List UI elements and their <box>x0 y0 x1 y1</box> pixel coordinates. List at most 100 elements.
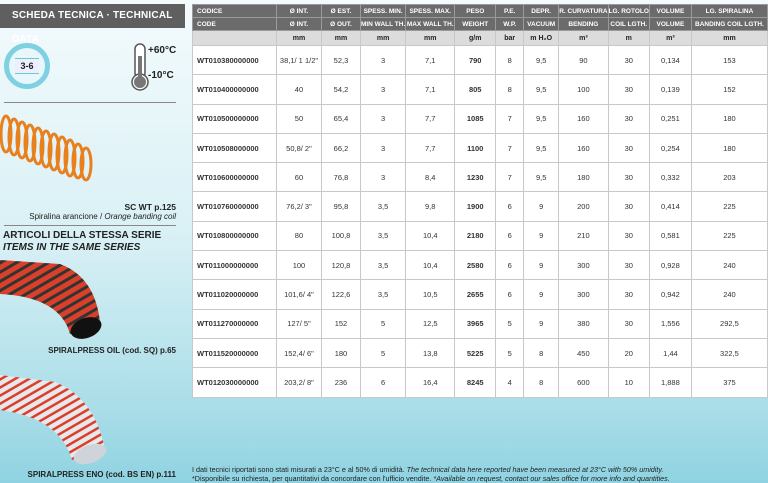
table-cell: 225 <box>690 220 768 252</box>
table-cell: 13,8 <box>405 337 456 369</box>
table-cell: 3,5 <box>359 279 407 310</box>
table-cell: 300 <box>558 279 609 310</box>
table-cell: 1,556 <box>648 308 692 339</box>
table-cell: 0,251 <box>648 103 692 134</box>
header-row: CODE Ø INT. Ø OUT. MIN WALL TH. MAX WALL TH.… <box>192 17 768 31</box>
table-cell: 8 <box>495 74 525 105</box>
table-cell: 8245 <box>454 367 497 398</box>
table-cell: 7,7 <box>405 103 456 134</box>
table-cell: 30 <box>607 162 650 193</box>
table-cell: 5 <box>495 337 525 369</box>
table-cell: 100 <box>558 74 609 105</box>
table-cell: 65,4 <box>320 103 361 134</box>
table-cell: 1900 <box>454 191 497 222</box>
table-cell: 203,2/ 8" <box>275 367 322 398</box>
table-cell: 9,5 <box>523 44 560 76</box>
product-code: WT010500000000 <box>192 103 277 134</box>
table-cell: 0,414 <box>648 191 692 222</box>
divider <box>4 102 176 103</box>
table-cell: 3 <box>359 44 407 76</box>
table-cell: 2580 <box>454 250 497 281</box>
table-cell: 4 <box>495 367 525 398</box>
item-spiralpress-eno[interactable]: SPIRALPRESS ENO (cod. BS EN) p.111 <box>27 470 176 479</box>
table-cell: 5 <box>359 308 407 339</box>
table-cell: 5 <box>359 337 407 369</box>
table-cell: 0,254 <box>648 132 692 164</box>
table-cell: 0,332 <box>648 162 692 193</box>
table-cell: 2655 <box>454 279 497 310</box>
unit-cell <box>192 30 277 46</box>
table-cell: 9 <box>523 220 560 252</box>
table-cell: 101,6/ 4" <box>275 279 322 310</box>
thermometer-icon <box>131 43 149 91</box>
table-cell: 203 <box>690 162 768 193</box>
table-cell: 5 <box>495 308 525 339</box>
table-cell: 1100 <box>454 132 497 164</box>
units-row: mm mm mm mm g/m bar m H₂O m³ m m³ mm <box>192 30 768 46</box>
table-cell: 3 <box>359 132 407 164</box>
table-cell: 10,4 <box>405 220 456 252</box>
table-cell: 160 <box>558 132 609 164</box>
column-header: PESO <box>454 4 497 18</box>
table-cell: 76,2/ 3" <box>275 191 322 222</box>
table-cell: 30 <box>607 191 650 222</box>
table-row: WT010760000000 76,2/ 3" 95,8 3,5 9,8 1900 6 9 20… <box>192 191 768 222</box>
footnote-1-it: I dati tecnici riportati sono stati misu… <box>192 465 407 474</box>
table-cell: 8,4 <box>405 162 456 193</box>
column-header: WEIGHT <box>454 17 497 31</box>
table-cell: 100 <box>275 250 322 281</box>
pressure-badge: 3-6 <box>4 43 50 89</box>
table-cell: 122,6 <box>320 279 361 310</box>
column-header: COIL LGTH. <box>607 17 650 31</box>
table-cell: 6 <box>495 250 525 281</box>
column-header: SPESS. MIN. <box>359 4 407 18</box>
table-cell: 8 <box>523 367 560 398</box>
table-cell: 210 <box>558 220 609 252</box>
table-row: WT010380000000 38,1/ 1 1/2" 52,3 3 7,1 790 8 9,… <box>192 44 768 76</box>
orange-coil-image <box>0 114 93 182</box>
table-row: WT010500000000 50 65,4 3 7,7 1085 7 9,5 160 30 0,2… <box>192 103 768 134</box>
table-cell: 790 <box>454 44 497 76</box>
product-code: WT010800000000 <box>192 220 277 252</box>
table-cell: 300 <box>558 250 609 281</box>
table-cell: 50,8/ 2" <box>275 132 322 164</box>
table-cell: 6 <box>495 191 525 222</box>
table-cell: 30 <box>607 308 650 339</box>
table-cell: 1085 <box>454 103 497 134</box>
column-header: SPESS. MAX. <box>405 4 456 18</box>
item-spiralpress-oil[interactable]: SPIRALPRESS OIL (cod. SQ) p.65 <box>48 346 176 355</box>
unit-cell: g/m <box>454 30 497 46</box>
table-cell: 322,5 <box>690 337 768 369</box>
column-header: W.P. <box>495 17 525 31</box>
series-heading: ARTICOLI DELLA STESSA SERIE ITEMS IN THE… <box>3 230 161 254</box>
table-cell: 380 <box>558 308 609 339</box>
table-cell: 9,8 <box>405 191 456 222</box>
table-cell: 805 <box>454 74 497 105</box>
table-cell: 54,2 <box>320 74 361 105</box>
product-code: WT010400000000 <box>192 74 277 105</box>
table-cell: 30 <box>607 44 650 76</box>
table-row: WT011520000000 152,4/ 6" 180 5 13,8 5225 5 8 450… <box>192 337 768 369</box>
table-cell: 236 <box>320 367 361 398</box>
product-code: WT010380000000 <box>192 44 277 76</box>
table-cell: 9,5 <box>523 74 560 105</box>
column-header: P.E. <box>495 4 525 18</box>
unit-cell: m H₂O <box>523 30 560 46</box>
column-header: CODICE <box>192 4 277 18</box>
unit-cell: mm <box>275 30 322 46</box>
table-cell: 3,5 <box>359 191 407 222</box>
coil-desc-it: Spiralina arancione / <box>29 212 105 221</box>
table-cell: 10,5 <box>405 279 456 310</box>
table-cell: 7,7 <box>405 132 456 164</box>
table-cell: 30 <box>607 103 650 134</box>
product-code: WT010600000000 <box>192 162 277 193</box>
column-header: LG. ROTOLO <box>607 4 650 18</box>
product-code: WT010508000000 <box>192 132 277 164</box>
table-cell: 6 <box>495 220 525 252</box>
table-cell: 30 <box>607 132 650 164</box>
unit-cell: mm <box>320 30 361 46</box>
table-cell: 7 <box>495 103 525 134</box>
table-cell: 9,5 <box>523 103 560 134</box>
footnote-2-en: *Available on request, contact our sales… <box>433 474 670 483</box>
table-cell: 120,8 <box>320 250 361 281</box>
